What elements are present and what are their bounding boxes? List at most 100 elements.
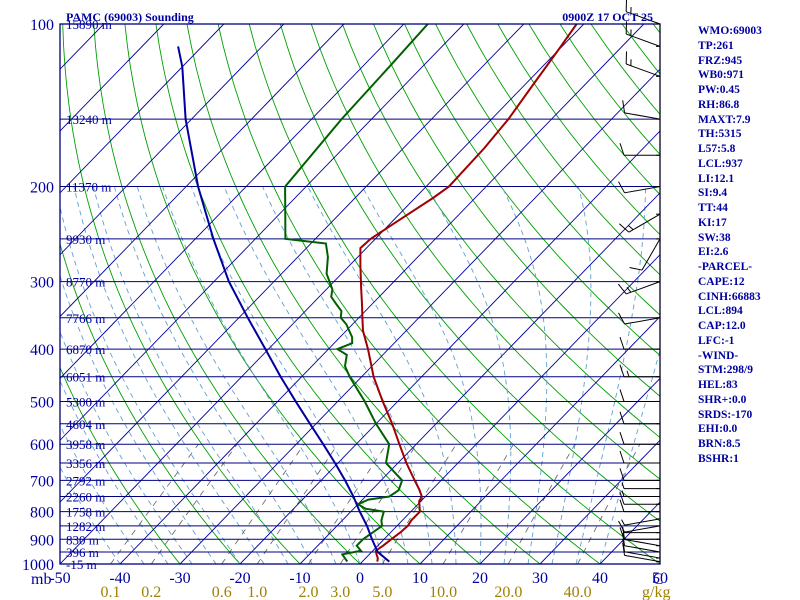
wind-barb	[625, 51, 661, 77]
mb-label: mb	[31, 571, 51, 588]
isotherm-line	[60, 24, 165, 132]
wind-barb-staff	[626, 33, 661, 47]
height-label: 2260 m	[66, 490, 105, 505]
wind-barb	[629, 238, 661, 271]
wind-barb-staff	[624, 545, 661, 553]
wind-barb	[619, 336, 660, 350]
mixing-ratio-label: 0.1	[101, 584, 121, 600]
wind-barb	[618, 181, 661, 194]
index-item: CAPE:12	[698, 275, 745, 288]
temperature-tick-label: 0	[356, 570, 364, 587]
height-label: 6870 m	[66, 342, 105, 357]
index-item: TH:5315	[698, 128, 742, 141]
wind-barb-flag	[619, 411, 625, 424]
index-item: WB0:971	[698, 69, 744, 82]
wind-barb	[621, 518, 661, 526]
wind-barb-staff	[624, 554, 661, 563]
index-item: LCL:894	[698, 305, 743, 318]
height-label: 1282 m	[66, 519, 105, 534]
wind-barb-staff	[624, 186, 661, 194]
wind-barb	[619, 499, 660, 513]
moist-adiabat-line	[92, 186, 289, 564]
pressure-tick-label: 400	[30, 342, 54, 359]
wind-barb-flag	[622, 539, 626, 552]
height-label: 15890 m	[66, 17, 112, 32]
index-item: LFC:-1	[698, 334, 735, 347]
wind-barb	[618, 312, 661, 325]
height-label: 830 m	[66, 532, 99, 547]
mixing-ratio-label: 40.0	[564, 584, 592, 600]
index-item: SHR+:0.0	[698, 393, 747, 406]
wind-barb-flag	[622, 100, 626, 113]
wind-barb	[619, 468, 660, 481]
index-item: -WIND-	[698, 349, 739, 362]
isotherm-line	[119, 24, 645, 564]
isotherm-line	[60, 24, 465, 441]
height-label: 396 m	[66, 545, 99, 560]
pressure-tick-label: 700	[30, 473, 54, 490]
height-label: 7766 m	[66, 311, 105, 326]
wind-barb	[619, 364, 660, 378]
wind-barb	[621, 482, 660, 490]
wind-barb	[619, 213, 661, 233]
moist-adiabat-line	[60, 379, 169, 564]
temperature-tick-label: -10	[289, 570, 310, 587]
wind-barb	[622, 100, 661, 120]
height-label: 5300 m	[66, 394, 105, 409]
moist-adiabat-line	[162, 186, 361, 564]
pressure-tick-label: 300	[30, 275, 54, 292]
isotherm-line	[539, 439, 660, 564]
wind-barb-flag	[619, 389, 625, 402]
isotherm-line	[239, 130, 660, 564]
wind-barb-half-flag	[621, 490, 625, 497]
index-item: CAP:12.0	[698, 320, 746, 332]
index-item: PW:0.45	[698, 84, 740, 96]
wind-barb-half-flag	[621, 519, 625, 526]
moist-adiabat-line	[262, 186, 433, 564]
wind-barb-flag	[619, 143, 625, 156]
wind-barb	[619, 492, 660, 505]
mixing-ratio-label: 5.0	[372, 584, 392, 600]
temperature-trace	[359, 24, 578, 562]
index-item: WMO:69003	[698, 25, 762, 37]
temperature-tick-label: -20	[229, 570, 250, 587]
temperature-tick-label: -50	[49, 570, 70, 587]
dewpoint-trace	[284, 24, 429, 563]
wind-barb	[619, 527, 660, 540]
wind-barb-staff	[624, 518, 661, 526]
index-item: LI:12.1	[698, 172, 735, 185]
wind-barb-flag	[619, 499, 625, 512]
index-item: L57:5.8	[698, 143, 736, 155]
index-item: EI:2.6	[698, 246, 729, 259]
wind-barb-flag	[619, 450, 625, 464]
station-title: PAMC (69003) Sounding	[66, 10, 194, 24]
wind-barb	[618, 520, 661, 533]
pressure-tick-label: 1000	[22, 557, 54, 574]
index-item: KI:17	[698, 216, 727, 229]
mixing-ratio-line	[507, 444, 576, 564]
height-label: -15 m	[66, 557, 97, 572]
height-label: 2792 m	[66, 473, 105, 488]
height-label: 6051 m	[66, 370, 105, 385]
mixing-ratio-label: 20.0	[494, 584, 522, 600]
wind-barb-half-flag	[628, 225, 634, 231]
wind-barb-staff	[626, 281, 661, 295]
pressure-tick-label: 200	[30, 180, 54, 197]
moist-adiabat-line	[575, 186, 646, 564]
temperature-tick-label: 40	[592, 570, 608, 587]
mixing-ratio-label: 0.6	[212, 584, 232, 600]
index-item: -PARCEL-	[698, 261, 753, 273]
isotherm-line	[479, 377, 660, 564]
isotherm-line	[60, 24, 405, 380]
wind-barb-half-flag	[626, 286, 632, 293]
wind-barb-flag	[619, 468, 625, 481]
index-item: STM:298/9	[698, 364, 753, 377]
index-item: BRN:8.5	[698, 438, 741, 450]
mixing-ratio-label: 10.0	[429, 584, 457, 600]
wind-barb	[619, 389, 660, 402]
mixing-ratio-label: 2.0	[299, 584, 319, 600]
isotherm-line	[299, 192, 660, 564]
wind-barb-flag	[619, 527, 625, 540]
